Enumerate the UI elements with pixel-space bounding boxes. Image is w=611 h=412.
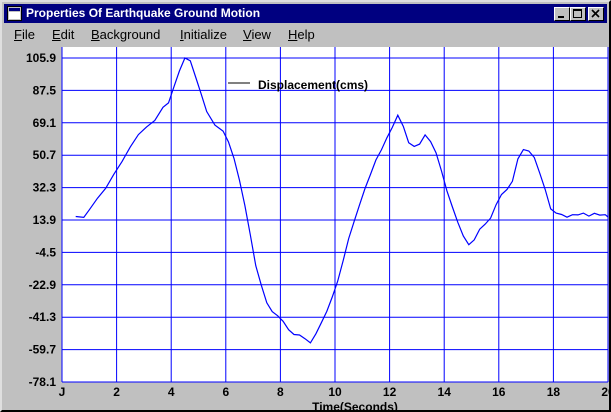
maximize-button[interactable]: [570, 7, 586, 21]
menu-help[interactable]: Help: [288, 27, 315, 42]
x-tick-label: 20: [601, 385, 611, 399]
y-tick-label: -4.5: [35, 245, 56, 259]
x-tick-label: 10: [328, 385, 342, 399]
chart-title: Displacement(cms): [258, 78, 368, 92]
close-icon: [591, 9, 600, 18]
x-tick-label: 6: [222, 385, 229, 399]
x-tick-label: 8: [277, 385, 284, 399]
menu-file-label: ile: [21, 27, 35, 42]
menu-bar: File Edit Background Initialize View Hel…: [4, 24, 607, 45]
x-tick-label: 12: [383, 385, 397, 399]
y-tick-label: 87.5: [33, 83, 57, 97]
x-tick-label: J: [59, 385, 66, 399]
menu-help-label: elp: [297, 27, 315, 42]
y-tick-label: 50.7: [33, 148, 57, 162]
y-tick-label: 69.1: [33, 116, 57, 130]
x-tick-label: 2: [113, 385, 120, 399]
menu-file-mnemonic: F: [14, 27, 22, 42]
menu-edit-label: dit: [60, 27, 75, 42]
window-title: Properties Of Earthquake Ground Motion: [26, 6, 261, 20]
x-tick-label: 14: [438, 385, 452, 399]
x-tick-label: 16: [492, 385, 506, 399]
menu-file[interactable]: File: [14, 27, 35, 42]
menu-background[interactable]: Background: [91, 27, 160, 42]
y-tick-label: -22.9: [29, 278, 57, 292]
y-tick-label: 13.9: [33, 213, 57, 227]
close-button[interactable]: [588, 7, 604, 21]
minimize-icon: [558, 16, 564, 18]
displacement-trace: [75, 57, 609, 344]
menu-edit[interactable]: Edit: [52, 27, 74, 42]
menu-help-mnemonic: H: [288, 27, 298, 42]
y-tick-label: -78.1: [29, 375, 57, 389]
y-tick-label: -41.3: [29, 310, 57, 324]
menu-background-mnemonic: B: [91, 27, 100, 42]
menu-initialize-label: nitialize: [183, 27, 227, 42]
app-icon: [7, 6, 22, 21]
menu-view-mnemonic: V: [243, 27, 252, 42]
title-bar[interactable]: Properties Of Earthquake Ground Motion: [4, 4, 607, 23]
menu-background-label: ackground: [99, 27, 161, 42]
menu-edit-mnemonic: E: [52, 27, 61, 42]
menu-initialize-mnemonic: I: [180, 27, 184, 42]
x-tick-label: 18: [547, 385, 561, 399]
y-tick-label: -59.7: [29, 343, 57, 357]
minimize-button[interactable]: [554, 7, 570, 21]
menu-initialize[interactable]: Initialize: [180, 27, 227, 42]
y-tick-label: 32.3: [33, 181, 57, 195]
menu-view-label: iew: [251, 27, 271, 42]
displacement-chart[interactable]: 105.9 87.5 69.1 50.7 32.3 13.9 -4.5 -22.9 -41.3 -…: [2, 45, 611, 412]
maximize-icon: [573, 9, 582, 18]
menu-view[interactable]: View: [243, 27, 271, 42]
y-tick-label: 105.9: [26, 51, 56, 65]
x-tick-label: 4: [168, 385, 175, 399]
x-axis-label: Time(Seconds): [312, 400, 398, 412]
